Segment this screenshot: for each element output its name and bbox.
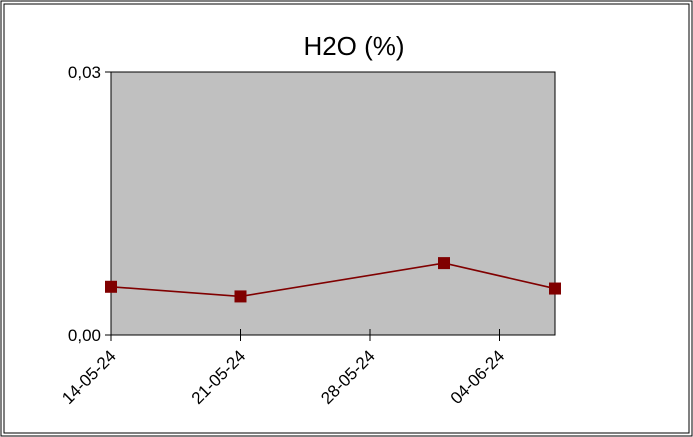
chart-marks <box>105 257 561 303</box>
chart-inner-border <box>3 3 690 434</box>
y-tick-label-bottom: 0,00 <box>68 326 101 345</box>
data-point-marker <box>234 290 247 303</box>
plot-area <box>110 71 556 336</box>
series-line <box>110 262 556 298</box>
chart-title: H2O (%) <box>303 31 404 61</box>
data-point-marker <box>549 282 561 295</box>
data-point-marker <box>105 280 117 293</box>
y-tick-label-top: 0,03 <box>68 63 101 82</box>
data-point-marker <box>438 257 450 270</box>
